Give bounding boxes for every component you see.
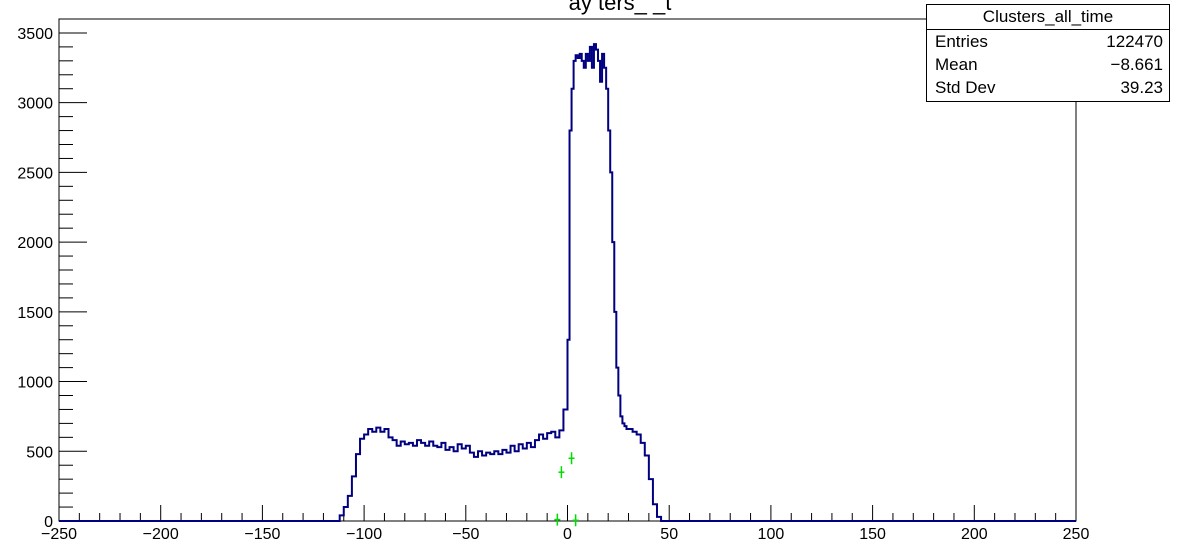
x-tick-label: 0 [563,526,572,543]
stats-row-mean: Mean −8.661 [927,53,1169,76]
stats-label-stddev: Std Dev [935,78,996,97]
stats-label-mean: Mean [935,55,978,74]
x-tick-label: 50 [660,526,678,543]
stats-row-entries: Entries 122470 [927,30,1169,53]
y-tick-label: 3500 [17,26,53,43]
chart-title: ay ters_ _t [569,0,672,15]
y-tick-label: 500 [26,444,53,461]
x-tick-label: −200 [143,526,179,543]
green-markers [554,452,579,527]
x-tick-label: −250 [41,526,77,543]
stats-label-entries: Entries [935,32,988,51]
x-tick-label: −100 [346,526,382,543]
stats-box-title: Clusters_all_time [927,5,1169,30]
x-tick-label: −150 [244,526,280,543]
stats-box: Clusters_all_time Entries 122470 Mean −8… [926,4,1170,102]
stats-value-stddev: 39.23 [1120,78,1163,97]
x-tick-label: 150 [859,526,886,543]
x-tick-label: 200 [961,526,988,543]
x-axis: −250 −200 −150 −100 −50 0 50 100 150 200 250 [41,505,1089,543]
stats-value-entries: 122470 [1106,32,1163,51]
histogram-series-line [59,43,1076,522]
stats-value-mean: −8.661 [1110,55,1163,74]
y-axis: 0 500 1000 1500 2000 2500 3000 3500 [17,18,87,531]
plot-frame [58,18,1077,522]
y-tick-label: 1500 [17,305,53,322]
y-tick-label: 2000 [17,235,53,252]
x-tick-label: 250 [1063,526,1090,543]
y-tick-label: 3000 [17,96,53,113]
y-tick-label: 0 [44,514,53,531]
x-tick-label: 100 [758,526,785,543]
y-tick-label: 2500 [17,165,53,182]
stats-row-stddev: Std Dev 39.23 [927,76,1169,99]
x-tick-label: −50 [452,526,479,543]
y-tick-label: 1000 [17,375,53,392]
